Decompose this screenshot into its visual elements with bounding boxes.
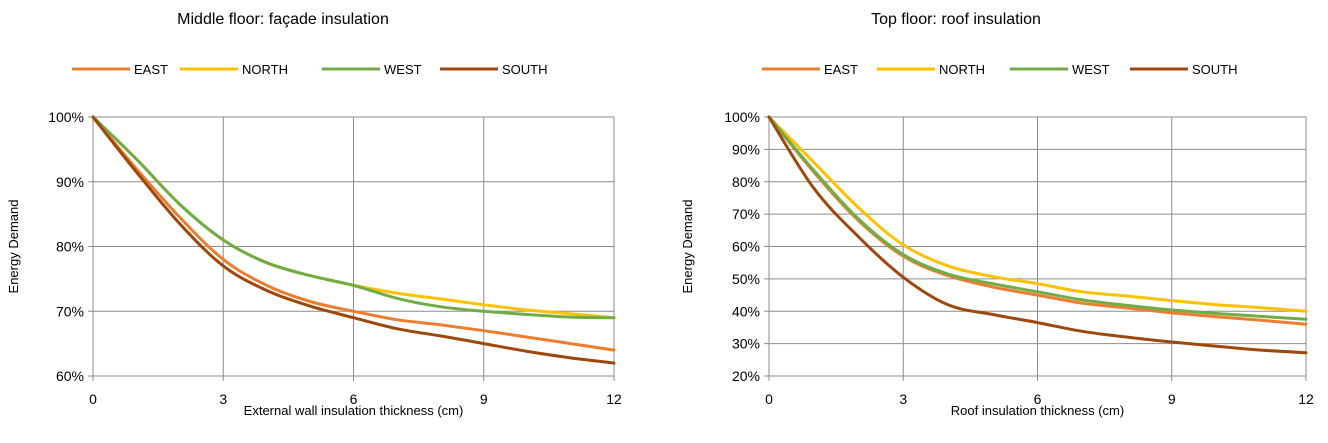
x-tick-label: 6 [1034,391,1042,407]
y-tick-label: 80% [732,174,760,190]
legend-label-west: WEST [384,62,422,77]
series-line-north [767,115,1308,313]
series-line-west [91,115,616,320]
x-tick-label: 3 [219,391,227,407]
x-tick-label: 6 [350,391,358,407]
series-line-south [767,115,1308,355]
series-line-east [91,115,616,352]
y-tick-label: 60% [732,239,760,255]
y-axis-label: Energy Demand [680,200,695,294]
y-tick-label: 20% [732,368,760,384]
series-line-south [91,115,616,365]
y-tick-label: 90% [732,141,760,157]
x-tick-label: 0 [89,391,97,407]
x-axis-label: External wall insulation thickness (cm) [244,403,464,418]
x-axis-label: Roof insulation thickness (cm) [951,403,1124,418]
y-tick-label: 40% [732,303,760,319]
x-tick-label: 12 [1298,391,1314,407]
chart-title: Top floor: roof insulation [871,11,1041,28]
legend-label-south: SOUTH [502,62,548,77]
legend-label-east: EAST [824,62,858,77]
legend-label-north: NORTH [242,62,288,77]
y-tick-label: 90% [56,174,84,190]
y-tick-label: 100% [48,109,84,125]
y-tick-label: 60% [56,368,84,384]
chart-top-floor: Top floor: roof insulation EAST NORTH WEST S… [680,11,1314,418]
legend-label-west: WEST [1072,62,1110,77]
legend-label-north: NORTH [939,62,985,77]
legend-label-south: SOUTH [1192,62,1238,77]
y-tick-label: 100% [724,109,760,125]
series-line-west [767,115,1308,321]
x-tick-label: 12 [606,391,622,407]
chart-title: Middle floor: façade insulation [177,11,389,28]
x-tick-label: 0 [765,391,773,407]
y-tick-label: 80% [56,239,84,255]
x-tick-label: 9 [480,391,488,407]
x-tick-label: 9 [1168,391,1176,407]
y-tick-label: 70% [56,303,84,319]
y-axis-label: Energy Demand [6,200,21,294]
x-tick-label: 3 [899,391,907,407]
legend-label-east: EAST [134,62,168,77]
y-tick-label: 70% [732,206,760,222]
chart-middle-floor: Middle floor: façade insulation EAST NORTH… [6,11,622,418]
y-tick-label: 30% [732,336,760,352]
y-tick-label: 50% [732,271,760,287]
